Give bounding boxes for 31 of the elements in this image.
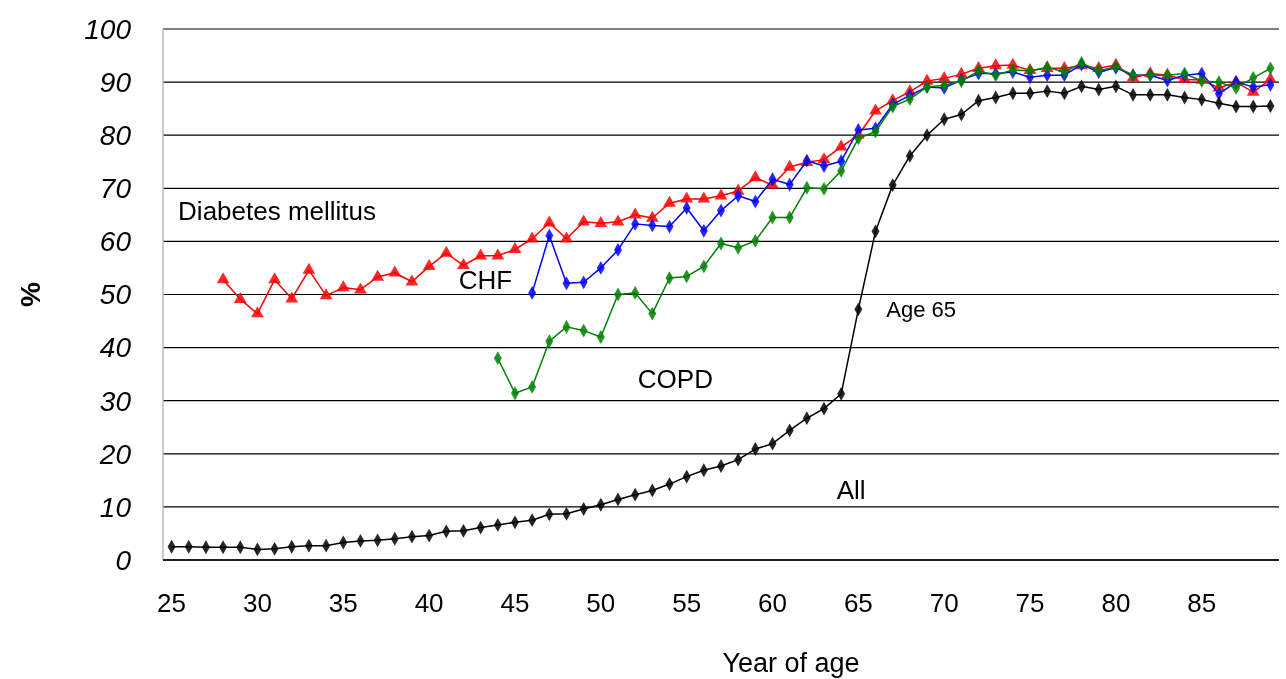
y-tick-label: 40	[99, 332, 132, 364]
series-label: Diabetes mellitus	[178, 195, 377, 226]
x-tick-label: 60	[758, 588, 787, 618]
x-tick-label: 30	[242, 588, 272, 618]
x-tick-label: 50	[586, 588, 616, 618]
x-tick-label: 55	[672, 588, 702, 618]
y-tick-label: 30	[99, 385, 132, 417]
y-tick-label: 70	[99, 173, 132, 205]
x-tick-label: 45	[500, 588, 530, 618]
x-tick-label: 65	[843, 588, 873, 618]
x-tick-label: 40	[414, 588, 444, 618]
y-tick-label: 10	[99, 491, 132, 523]
y-tick-label: 0	[115, 544, 132, 576]
y-tick-label: 50	[99, 279, 132, 311]
y-tick-label: 90	[99, 66, 132, 98]
y-tick-label: 80	[99, 120, 132, 151]
y-tick-label: 20	[98, 438, 132, 470]
x-tick-label: 35	[328, 588, 358, 618]
y-tick-label: 100	[84, 13, 132, 45]
y-axis-title: %	[15, 281, 46, 307]
y-tick-label: 60	[99, 226, 132, 258]
text: All	[836, 474, 866, 505]
series-label: CHF	[458, 264, 513, 295]
x-tick-label: 80	[1101, 588, 1131, 618]
x-tick-label: 85	[1187, 588, 1217, 618]
annotation: Age 65	[886, 297, 957, 323]
x-tick-label: 70	[929, 588, 959, 618]
x-tick-label: 75	[1015, 588, 1045, 618]
series-label: COPD	[637, 364, 713, 395]
x-tick-label: 25	[157, 588, 187, 618]
x-axis-title: Year of age	[722, 648, 860, 678]
